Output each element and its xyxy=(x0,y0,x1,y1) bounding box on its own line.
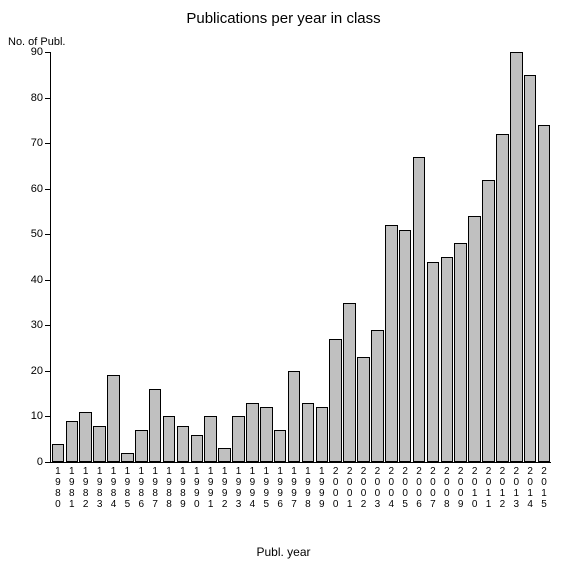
publications-bar-chart: Publications per year in class No. of Pu… xyxy=(0,0,567,567)
bar xyxy=(316,407,329,462)
y-tick-label: 90 xyxy=(13,46,43,58)
x-tick-label: 1990 xyxy=(190,466,204,510)
bar xyxy=(385,225,398,462)
x-tick-label: 1985 xyxy=(120,466,134,510)
bar xyxy=(204,416,217,462)
bar xyxy=(66,421,79,462)
x-axis-label: Publ. year xyxy=(0,545,567,559)
x-tick-label: 2009 xyxy=(454,466,468,510)
bar xyxy=(399,230,412,462)
y-tick xyxy=(45,280,51,281)
bar xyxy=(496,134,509,462)
x-tick-label: 1980 xyxy=(51,466,65,510)
x-tick-label: 2004 xyxy=(384,466,398,510)
bar xyxy=(232,416,245,462)
x-tick-label: 1994 xyxy=(245,466,259,510)
bar xyxy=(538,125,551,462)
plot-area: 0102030405060708090198019811982198319841… xyxy=(50,52,551,463)
x-tick-label: 1981 xyxy=(65,466,79,510)
bar xyxy=(441,257,454,462)
bar xyxy=(357,357,370,462)
y-tick xyxy=(45,189,51,190)
y-tick xyxy=(45,143,51,144)
bar xyxy=(343,303,356,462)
bar xyxy=(79,412,92,462)
y-tick xyxy=(45,52,51,53)
x-tick-label: 1993 xyxy=(232,466,246,510)
y-tick-label: 0 xyxy=(13,456,43,468)
y-tick-label: 50 xyxy=(13,228,43,240)
bar xyxy=(149,389,162,462)
x-tick-label: 1995 xyxy=(259,466,273,510)
bar xyxy=(218,448,231,462)
x-tick-label: 2011 xyxy=(482,466,496,510)
bar xyxy=(482,180,495,462)
y-tick xyxy=(45,325,51,326)
y-tick-label: 60 xyxy=(13,183,43,195)
bar xyxy=(524,75,537,462)
x-tick-label: 1997 xyxy=(287,466,301,510)
bar xyxy=(177,426,190,462)
bar xyxy=(93,426,106,462)
bar xyxy=(246,403,259,462)
y-tick xyxy=(45,416,51,417)
x-tick-label: 2010 xyxy=(468,466,482,510)
y-tick-label: 80 xyxy=(13,92,43,104)
y-tick-label: 40 xyxy=(13,274,43,286)
x-tick-label: 2000 xyxy=(329,466,343,510)
x-tick-label: 1998 xyxy=(301,466,315,510)
x-tick-label: 2015 xyxy=(537,466,551,510)
bar xyxy=(274,430,287,462)
bar xyxy=(454,243,467,462)
x-tick-label: 2002 xyxy=(357,466,371,510)
bar xyxy=(468,216,481,462)
bar xyxy=(302,403,315,462)
bar xyxy=(191,435,204,462)
bar xyxy=(371,330,384,462)
y-tick xyxy=(45,98,51,99)
x-tick-label: 2005 xyxy=(398,466,412,510)
bar xyxy=(121,453,134,462)
x-tick-label: 1996 xyxy=(273,466,287,510)
x-tick-label: 1986 xyxy=(134,466,148,510)
bar xyxy=(163,416,176,462)
bar xyxy=(413,157,426,462)
x-tick-label: 1987 xyxy=(148,466,162,510)
x-tick-label: 1983 xyxy=(93,466,107,510)
bar xyxy=(107,375,120,462)
x-tick-label: 2006 xyxy=(412,466,426,510)
y-tick xyxy=(45,234,51,235)
y-tick-label: 10 xyxy=(13,410,43,422)
x-tick-label: 1982 xyxy=(79,466,93,510)
y-tick xyxy=(45,462,51,463)
x-tick-label: 1991 xyxy=(204,466,218,510)
bar xyxy=(510,52,523,462)
bar xyxy=(288,371,301,462)
x-tick-label: 2008 xyxy=(440,466,454,510)
x-tick-label: 2001 xyxy=(343,466,357,510)
x-tick-label: 2012 xyxy=(495,466,509,510)
x-tick-label: 1992 xyxy=(218,466,232,510)
x-tick-label: 1989 xyxy=(176,466,190,510)
y-tick-label: 30 xyxy=(13,319,43,331)
y-tick-label: 70 xyxy=(13,137,43,149)
bar xyxy=(329,339,342,462)
bar xyxy=(135,430,148,462)
x-tick-label: 2013 xyxy=(509,466,523,510)
x-tick-label: 1999 xyxy=(315,466,329,510)
bar xyxy=(52,444,65,462)
y-tick-label: 20 xyxy=(13,365,43,377)
y-tick xyxy=(45,371,51,372)
x-tick-label: 1984 xyxy=(107,466,121,510)
x-tick-label: 2003 xyxy=(370,466,384,510)
x-tick-label: 1988 xyxy=(162,466,176,510)
x-tick-label: 2014 xyxy=(523,466,537,510)
bar xyxy=(427,262,440,462)
x-tick-label: 2007 xyxy=(426,466,440,510)
chart-title: Publications per year in class xyxy=(0,10,567,27)
bar xyxy=(260,407,273,462)
